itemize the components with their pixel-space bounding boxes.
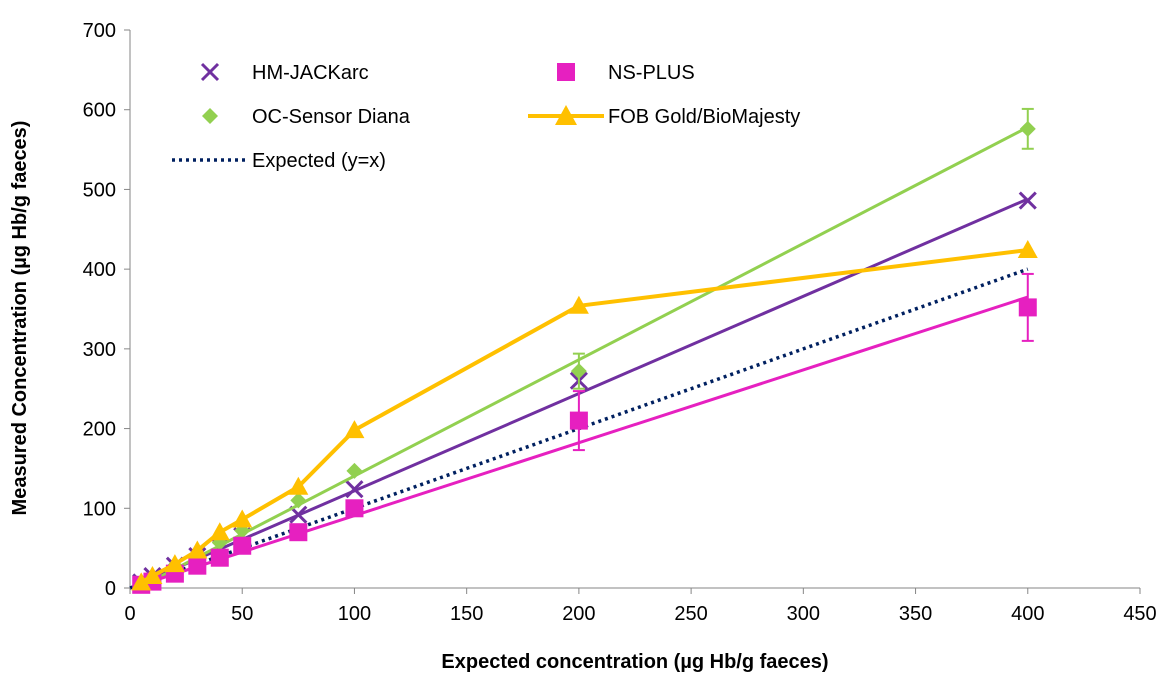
oc-sensor-diana-point [290, 492, 307, 509]
y-tick-label: 500 [83, 179, 116, 201]
legend-item-hm-jackarc: HM-JACKarc [200, 62, 369, 84]
fob-gold-biomajesty-point [232, 509, 253, 528]
fob-gold-biomajesty-point [142, 566, 163, 585]
y-axis-title: Measured Concentration (µg Hb/g faeces) [9, 121, 31, 516]
legend-marker [200, 62, 220, 82]
x-tick-label: 150 [450, 603, 483, 625]
legend-item-ns-plus: NS-PLUS [557, 62, 695, 84]
x-tick-label: 300 [787, 603, 820, 625]
fob-gold-biomajesty-point [209, 522, 230, 541]
legend-item-expected-y-x: Expected (y=x) [172, 150, 386, 172]
legend-label: HM-JACKarc [252, 62, 369, 84]
oc-sensor-diana-point [346, 462, 363, 479]
series-ns-plus [132, 272, 1037, 594]
series-fob-gold-biomajesty [131, 240, 1038, 591]
x-tick-label: 400 [1011, 603, 1044, 625]
plot-area [129, 30, 1140, 594]
fob-gold-biomajesty-point [164, 554, 185, 573]
x-tick-label: 450 [1123, 603, 1156, 625]
hm-jackarc-point [345, 480, 364, 499]
fob-gold-biomajesty-point [1017, 240, 1038, 259]
series-oc-sensor-diana [133, 107, 1036, 592]
y-tick-labels: 0 100 200 300 400 500 600 700 [83, 20, 130, 600]
oc-sensor-diana-trendline [140, 125, 1029, 588]
ns-plus-point [289, 523, 308, 542]
y-tick-label: 200 [83, 419, 116, 441]
x-stroke [1018, 191, 1037, 210]
oc-sensor-diana-point [570, 363, 587, 380]
ns-plus-point [188, 556, 207, 575]
fob-gold-biomajesty-point [344, 420, 365, 439]
hm-jackarc-point [1018, 191, 1037, 210]
y-tick-label: 0 [105, 578, 116, 600]
x-axis-title: Expected concentration (µg Hb/g faeces) [441, 651, 828, 673]
x-tick-label: 50 [231, 603, 253, 625]
legend-item-oc-sensor-diana: OC-Sensor Diana [202, 106, 411, 128]
y-tick-label: 600 [83, 100, 116, 122]
legend-marker [557, 63, 575, 81]
legend-label: OC-Sensor Diana [252, 106, 411, 128]
x-stroke [345, 480, 364, 499]
y-tick-label: 100 [83, 498, 116, 520]
legend-label: NS-PLUS [608, 62, 695, 84]
fob-gold-biomajesty-point [131, 572, 152, 591]
fob-gold-biomajesty-line [140, 248, 1029, 585]
legend-marker [555, 105, 577, 125]
fob-gold-biomajesty-point [568, 295, 589, 314]
ns-plus-point [210, 548, 229, 567]
legend-item-fob-gold-biomajesty: FOB Gold/BioMajesty [528, 105, 800, 128]
x-tick-labels: 0 50 100 150 200 250 300 350 400 450 [124, 588, 1157, 625]
x-tick-label: 0 [124, 603, 135, 625]
legend-marker [202, 108, 218, 124]
ns-plus-point [345, 499, 364, 518]
x-tick-label: 200 [562, 603, 595, 625]
fob-gold-biomajesty-point [187, 540, 208, 559]
ns-plus-point [1018, 298, 1037, 317]
x-stroke [200, 62, 220, 82]
y-tick-label: 700 [83, 20, 116, 42]
x-tick-label: 100 [338, 603, 371, 625]
legend: HM-JACKarc NS-PLUS OC-Sensor Diana FOB Gold… [172, 62, 800, 172]
x-tick-label: 250 [674, 603, 707, 625]
y-tick-label: 400 [83, 259, 116, 281]
legend-label: Expected (y=x) [252, 150, 386, 172]
ns-plus-point [233, 536, 252, 555]
ns-plus-point [569, 411, 588, 430]
legend-label: FOB Gold/BioMajesty [608, 106, 800, 128]
oc-sensor-diana-point [1019, 120, 1036, 137]
ns-plus-trendline [140, 295, 1029, 587]
fob-gold-biomajesty-point [288, 476, 309, 495]
x-tick-label: 350 [899, 603, 932, 625]
y-tick-label: 300 [83, 339, 116, 361]
x-stroke [289, 505, 308, 524]
